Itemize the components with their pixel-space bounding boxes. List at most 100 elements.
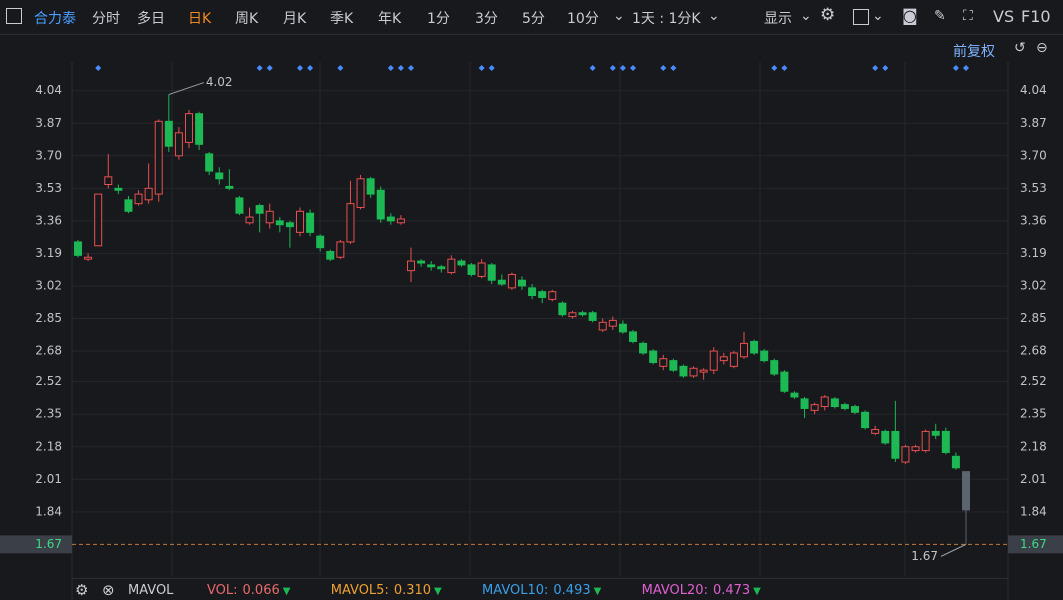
candle-body bbox=[225, 185, 234, 189]
candle-body bbox=[770, 360, 779, 375]
fullscreen-icon[interactable]: ⛶ bbox=[963, 8, 973, 24]
trend-arrow: ▼ bbox=[434, 586, 442, 597]
period-tab[interactable]: 日K bbox=[188, 11, 212, 27]
y-tick-label: 3.70 bbox=[35, 148, 62, 162]
candle-body bbox=[306, 212, 315, 233]
period-tab[interactable]: 1分 bbox=[427, 11, 450, 27]
candle-body bbox=[820, 396, 829, 408]
candle-body bbox=[417, 260, 426, 264]
y-tick-label: 3.02 bbox=[35, 278, 62, 292]
candle-body bbox=[871, 429, 880, 434]
event-marker bbox=[478, 65, 485, 71]
candle-body bbox=[891, 430, 900, 459]
candle-body bbox=[74, 241, 82, 256]
panel-toggle[interactable] bbox=[6, 8, 22, 24]
indicator-value: 0.310 bbox=[393, 583, 432, 598]
candle-body bbox=[699, 369, 708, 373]
candle-body bbox=[164, 120, 173, 147]
candle-body bbox=[396, 218, 405, 224]
candle-body bbox=[94, 193, 103, 247]
y-tick-label-right: 2.18 bbox=[1020, 439, 1047, 453]
y-tick-label: 3.36 bbox=[35, 213, 62, 227]
settings-icon[interactable]: ⚙ bbox=[820, 5, 836, 25]
candle-body bbox=[245, 216, 254, 224]
undo-icon[interactable]: ↺ bbox=[1014, 40, 1026, 56]
y-tick-label: 4.04 bbox=[35, 83, 62, 97]
indicator-label: MAVOL10: bbox=[482, 583, 549, 598]
event-marker bbox=[771, 65, 778, 71]
candle-body bbox=[729, 352, 738, 367]
candle-body bbox=[669, 360, 678, 371]
pen-icon[interactable]: ✎ bbox=[934, 8, 946, 24]
y-tick-label: 3.53 bbox=[35, 181, 62, 195]
last-price-label: 1.67 bbox=[35, 537, 62, 551]
candle-body bbox=[346, 203, 355, 243]
event-marker bbox=[397, 65, 404, 71]
checkbox-icon[interactable] bbox=[853, 9, 869, 25]
y-tick-label: 2.52 bbox=[35, 374, 62, 388]
footer-close-icon[interactable]: ⊗ bbox=[102, 581, 115, 599]
dropdown-arrow[interactable]: ⌄ bbox=[708, 8, 720, 24]
candle-body bbox=[830, 398, 839, 408]
event-marker bbox=[609, 65, 616, 71]
y-tick-label: 2.68 bbox=[35, 344, 62, 358]
symbol[interactable]: 合力泰 bbox=[34, 11, 76, 27]
period-tab[interactable]: 10分 bbox=[567, 11, 599, 27]
candle-body bbox=[84, 256, 93, 260]
max-label: 4.02 bbox=[206, 75, 233, 89]
dropdown-arrow[interactable]: ⌄ bbox=[800, 8, 812, 24]
candle-body bbox=[316, 235, 325, 249]
y-tick-label-right: 4.04 bbox=[1020, 83, 1047, 97]
zoom-out-icon[interactable]: ⊖ bbox=[1036, 40, 1048, 56]
dropdown-arrow[interactable]: ⌄ bbox=[613, 8, 625, 24]
adjust-mode[interactable]: 前复权 bbox=[953, 44, 995, 60]
candle-body bbox=[205, 153, 214, 172]
event-marker bbox=[488, 65, 495, 71]
indicator-label: MAVOL20: bbox=[641, 583, 708, 598]
period-tab[interactable]: 分时 bbox=[92, 11, 120, 27]
candle-body bbox=[114, 187, 123, 191]
display-menu[interactable]: 显示 bbox=[764, 11, 792, 27]
max-pointer bbox=[168, 82, 204, 96]
trend-arrow: ▼ bbox=[753, 586, 761, 597]
period-tab[interactable]: 年K bbox=[378, 11, 402, 27]
last-price-box bbox=[1008, 535, 1063, 554]
y-tick-label-right: 3.70 bbox=[1020, 148, 1047, 162]
footer-settings-icon[interactable]: ⚙ bbox=[75, 581, 89, 599]
y-tick-label: 2.85 bbox=[35, 311, 62, 325]
period-tab[interactable]: 季K bbox=[330, 11, 354, 27]
event-marker bbox=[619, 65, 626, 71]
dropdown-arrow[interactable]: ⌄ bbox=[872, 8, 884, 24]
event-marker bbox=[297, 65, 303, 71]
candle-body bbox=[790, 392, 799, 398]
candle-body bbox=[881, 430, 890, 444]
y-tick-label-right: 2.68 bbox=[1020, 344, 1047, 358]
footer bbox=[72, 578, 1008, 600]
candle-body bbox=[800, 398, 809, 409]
candle-body bbox=[507, 273, 516, 289]
period-tab[interactable]: 多日 bbox=[137, 11, 165, 27]
event-marker bbox=[408, 65, 414, 71]
candle-body bbox=[618, 323, 627, 333]
indicator-name[interactable]: MAVOL bbox=[128, 583, 174, 598]
period-tab[interactable]: 周K bbox=[235, 11, 259, 27]
candle-body bbox=[709, 350, 718, 371]
period-tab[interactable]: 月K bbox=[283, 11, 307, 27]
candle-body bbox=[528, 287, 537, 297]
period-select[interactable]: 1天 : 1分K bbox=[632, 11, 701, 27]
indicator-value: 0.066 bbox=[242, 583, 280, 598]
period-tab[interactable]: 5分 bbox=[522, 11, 545, 27]
event-marker bbox=[660, 65, 667, 71]
candle-body bbox=[780, 371, 789, 392]
vs-button[interactable]: VS bbox=[993, 7, 1015, 26]
camera-icon[interactable]: ◙ bbox=[902, 6, 918, 25]
event-marker bbox=[387, 65, 394, 71]
y-tick-label: 2.18 bbox=[35, 439, 62, 453]
candle-body bbox=[679, 365, 688, 377]
candle-body bbox=[840, 404, 849, 409]
candle-body bbox=[639, 342, 648, 354]
candle-body bbox=[568, 312, 577, 318]
period-tab[interactable]: 3分 bbox=[475, 11, 498, 27]
f10-button[interactable]: F10 bbox=[1021, 7, 1051, 26]
candle-body bbox=[154, 120, 163, 195]
